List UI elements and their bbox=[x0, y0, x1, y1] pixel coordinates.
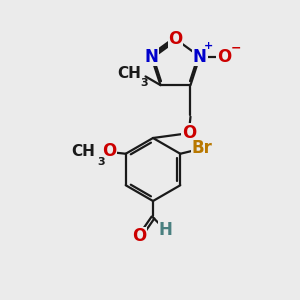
Text: −: − bbox=[230, 41, 241, 54]
Text: Br: Br bbox=[191, 139, 212, 157]
Text: O: O bbox=[102, 142, 116, 160]
Text: N: N bbox=[144, 48, 158, 66]
Text: N: N bbox=[193, 48, 207, 66]
Text: 3: 3 bbox=[140, 78, 148, 88]
Text: O: O bbox=[132, 227, 146, 245]
Text: O: O bbox=[217, 48, 231, 66]
Text: CH: CH bbox=[117, 66, 141, 81]
Text: 3: 3 bbox=[97, 157, 105, 167]
Text: O: O bbox=[182, 124, 196, 142]
Text: CH: CH bbox=[71, 144, 95, 159]
Text: O: O bbox=[168, 30, 183, 48]
Text: H: H bbox=[159, 221, 172, 239]
Text: +: + bbox=[204, 41, 214, 51]
